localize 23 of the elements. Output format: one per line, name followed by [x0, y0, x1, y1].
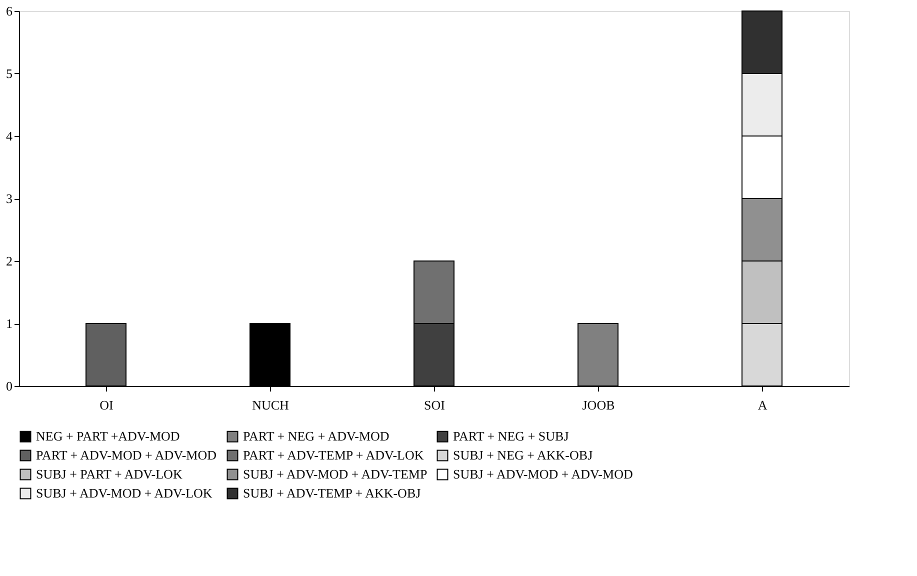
legend-label: PART + NEG + ADV-MOD: [243, 428, 390, 444]
y-tick-label: 5: [6, 66, 12, 81]
legend-label: PART + ADV-MOD + ADV-MOD: [36, 448, 217, 462]
y-tick-label: 4: [6, 128, 13, 144]
legend-label: SUBJ + ADV-MOD + ADV-LOK: [36, 486, 213, 500]
y-tick-label: 2: [6, 254, 12, 268]
legend-label: PART + ADV-TEMP + ADV-LOK: [243, 448, 424, 462]
legend-label: SUBJ + NEG + AKK-OBJ: [453, 448, 593, 462]
x-tick-label: SOI: [424, 398, 445, 412]
legend-label: SUBJ + ADV-TEMP + AKK-OBJ: [243, 486, 421, 500]
legend-label: SUBJ + ADV-MOD + ADV-MOD: [453, 466, 633, 482]
x-tick-label: OI: [100, 398, 114, 412]
legend-label: NEG + PART +ADV-MOD: [36, 428, 180, 444]
legend-label: PART + NEG + SUBJ: [453, 428, 569, 444]
y-tick-label: 1: [6, 316, 12, 331]
legend-label: SUBJ + ADV-MOD + ADV-TEMP: [243, 466, 428, 482]
x-tick-label: NUCH: [252, 398, 289, 412]
x-tick-label: A: [758, 398, 768, 412]
y-tick-label: 0: [6, 378, 12, 394]
legend-label: SUBJ + PART + ADV-LOK: [36, 466, 183, 482]
x-tick-label: JOOB: [582, 398, 616, 412]
y-tick-label: 6: [6, 4, 13, 18]
y-tick-label: 3: [6, 191, 12, 206]
